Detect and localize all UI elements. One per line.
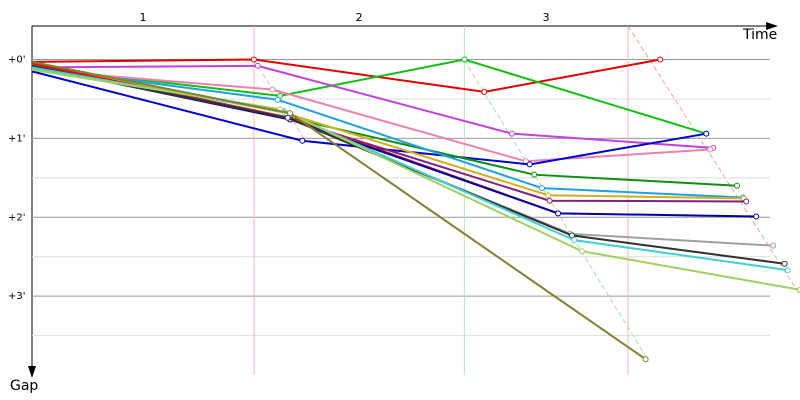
gap-point (461, 56, 468, 63)
gap-point (784, 267, 791, 274)
y-tick-label: +2' (8, 212, 26, 223)
gap-point (526, 161, 533, 168)
gap-point (509, 130, 515, 137)
gap-point (703, 130, 710, 137)
gap-point (284, 114, 291, 121)
gap-line (31, 58, 707, 135)
gap-point (269, 86, 276, 93)
gap-point (254, 62, 261, 69)
gap-point (545, 192, 552, 199)
gap-point (578, 248, 585, 255)
gap-point (538, 185, 545, 192)
gap-line (31, 58, 661, 93)
gap-line (31, 64, 785, 265)
x-axis-label: Time (742, 27, 777, 43)
gap-line (31, 64, 774, 247)
lap-label: 1 (139, 11, 146, 24)
x-axis-arrow (766, 22, 778, 30)
gap-line (31, 66, 744, 199)
y-axis-label: Gap (10, 378, 38, 394)
gap-point (743, 198, 750, 205)
gap-point (770, 242, 777, 249)
gap-point (546, 197, 553, 204)
gap-line (31, 70, 707, 166)
y-axis-arrow (28, 366, 36, 378)
gap-point (734, 182, 741, 189)
gap-point (568, 232, 575, 239)
y-tick-label: +1' (8, 133, 26, 144)
lap-label: 3 (543, 11, 550, 24)
gap-line (31, 62, 744, 200)
gap-point (274, 96, 281, 103)
y-tick-label: +3' (8, 291, 26, 302)
gap-line (31, 68, 800, 291)
gap-line (31, 68, 711, 163)
gap-point (250, 56, 257, 63)
gap-point (299, 137, 306, 144)
gap-point (481, 88, 488, 95)
gap-line (31, 64, 714, 149)
gap-point (642, 356, 649, 363)
gap-point (657, 56, 664, 63)
gap-point (797, 286, 800, 293)
gap-point (753, 213, 760, 220)
y-tick-label: +0' (8, 55, 26, 66)
gap-line (31, 60, 647, 361)
gap-point (571, 237, 578, 244)
gap-point (287, 110, 294, 117)
gap-point (707, 146, 714, 153)
gap-point (555, 210, 562, 217)
lap-guide (627, 25, 800, 296)
gap-point (781, 260, 788, 267)
lap-guide (463, 59, 649, 361)
lap-guides (253, 25, 800, 361)
gap-point (531, 171, 538, 178)
lap-label: 2 (356, 11, 363, 24)
